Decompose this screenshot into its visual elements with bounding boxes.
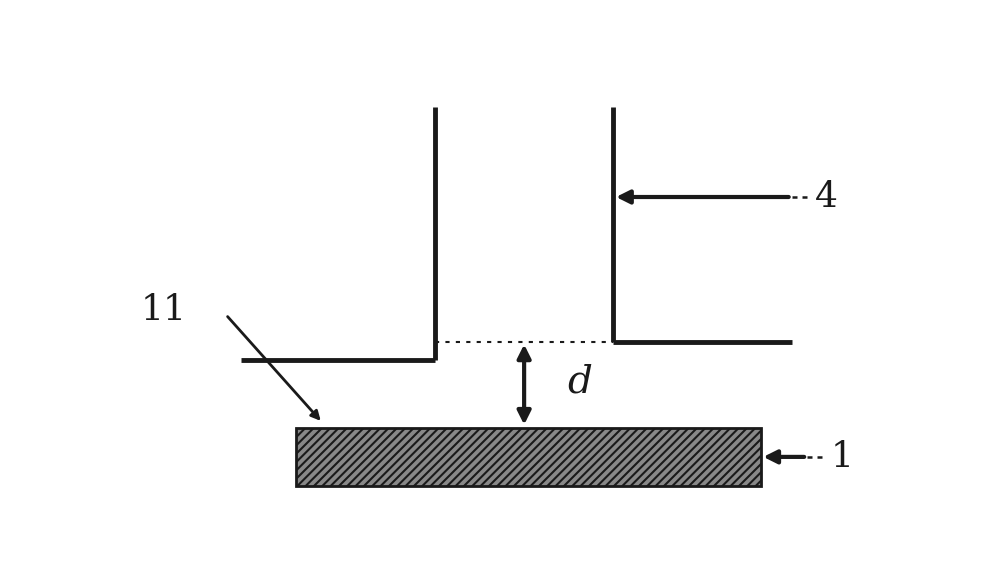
Text: 1: 1 — [830, 440, 853, 474]
Text: d: d — [567, 364, 592, 401]
Bar — [296, 427, 761, 486]
Text: 4: 4 — [815, 180, 838, 214]
Text: 11: 11 — [141, 293, 187, 327]
